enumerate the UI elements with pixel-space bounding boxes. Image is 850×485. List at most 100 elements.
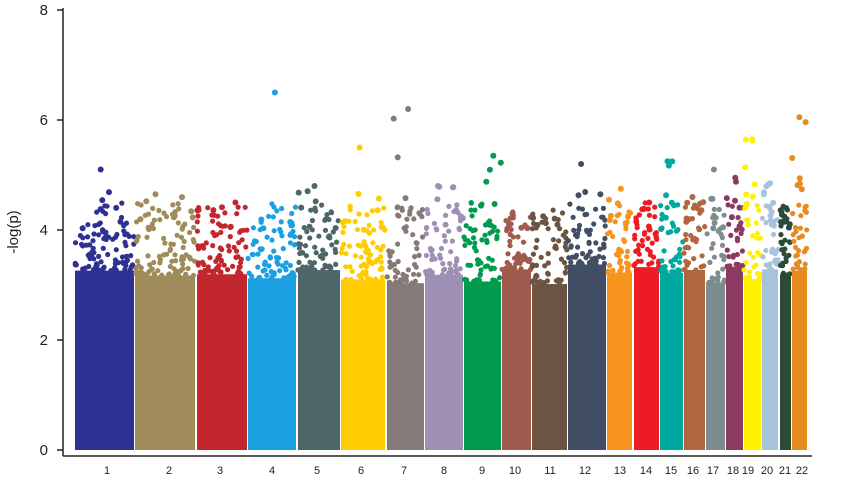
snp-point (403, 278, 410, 284)
snp-point (161, 210, 167, 216)
snp-point (100, 245, 106, 251)
snp-point (86, 251, 92, 257)
snp-point (723, 195, 730, 202)
snp-point (497, 275, 503, 281)
snp-point (392, 274, 398, 280)
snp-point (579, 251, 586, 257)
snp-point (711, 219, 718, 226)
snp-point (407, 211, 413, 217)
snp-point (652, 204, 658, 210)
snp-point (411, 271, 417, 277)
snp-point (601, 244, 607, 250)
snp-point (412, 254, 418, 260)
snp-point (757, 272, 764, 278)
snp-point (607, 229, 613, 235)
snp-point (596, 253, 602, 260)
snp-point (726, 254, 732, 260)
snp-point (636, 242, 642, 248)
snp-point (562, 270, 569, 276)
snp-point (304, 188, 311, 195)
snp-point (175, 220, 181, 226)
snp-point (488, 266, 494, 272)
snp-point (256, 275, 262, 281)
snp-point (291, 234, 298, 240)
snp-point (104, 203, 110, 209)
snp-point (649, 260, 655, 266)
snp-point (95, 221, 102, 228)
snp-point (328, 209, 334, 215)
snp-point (577, 258, 583, 265)
snp-point (187, 229, 193, 236)
snp-point (360, 226, 367, 233)
snp-point (370, 240, 376, 246)
snp-point (328, 265, 334, 272)
chromosome-13-dense-points (607, 272, 632, 450)
snp-point (408, 205, 414, 211)
snp-point (122, 232, 128, 238)
snp-point (346, 243, 352, 249)
snp-point (724, 263, 731, 269)
snp-point (702, 224, 708, 230)
snp-point (793, 229, 799, 235)
snp-point (194, 219, 200, 225)
snp-point (250, 251, 256, 258)
snp-point (414, 245, 420, 252)
snp-point (358, 276, 364, 282)
snp-point (244, 227, 250, 233)
snp-point (706, 279, 712, 285)
snp-point (222, 210, 228, 216)
snp-point (296, 259, 302, 265)
snp-point (639, 237, 645, 244)
snp-point (221, 262, 227, 268)
snp-point (85, 222, 91, 228)
snp-point (781, 251, 787, 257)
snp-point (741, 267, 747, 273)
y-tick-label: 8 (40, 2, 48, 19)
snp-point (250, 225, 256, 231)
snp-point (779, 263, 786, 269)
snp-point (85, 234, 91, 240)
snp-point (747, 250, 753, 256)
snp-point (506, 221, 513, 228)
snp-point (138, 265, 144, 271)
chromosome-20-points (759, 180, 781, 450)
snp-point (151, 259, 157, 266)
chromosome-22-points (789, 114, 810, 450)
snp-point (524, 225, 531, 232)
snp-point (178, 267, 184, 274)
snp-point (259, 246, 265, 252)
snp-point (729, 203, 736, 209)
snp-point (743, 259, 749, 265)
snp-point (792, 224, 799, 231)
snp-point (533, 273, 539, 279)
snp-point (721, 277, 727, 283)
snp-point (589, 256, 595, 262)
snp-point (671, 202, 677, 209)
snp-point (769, 249, 775, 255)
snp-point (79, 225, 86, 232)
snp-point (698, 264, 704, 270)
snp-point (677, 259, 683, 265)
snp-point (335, 218, 341, 224)
snp-point (441, 267, 447, 273)
snp-point (429, 257, 435, 263)
snp-point (691, 256, 697, 262)
snp-point (237, 229, 243, 235)
snp-point (684, 199, 691, 206)
snp-point (201, 262, 207, 268)
snp-point (255, 264, 261, 270)
snp-point (264, 272, 270, 278)
snp-point (744, 217, 750, 223)
snp-point (458, 213, 464, 220)
snp-point (575, 244, 581, 250)
snp-point (386, 279, 392, 285)
snp-point (732, 174, 739, 181)
snp-point (505, 251, 511, 257)
snp-point (329, 242, 335, 248)
snp-point (763, 247, 769, 254)
snp-point (442, 221, 449, 228)
snp-point (664, 158, 671, 165)
snp-point (732, 197, 738, 204)
snp-point (171, 266, 177, 272)
snp-point (475, 261, 481, 267)
